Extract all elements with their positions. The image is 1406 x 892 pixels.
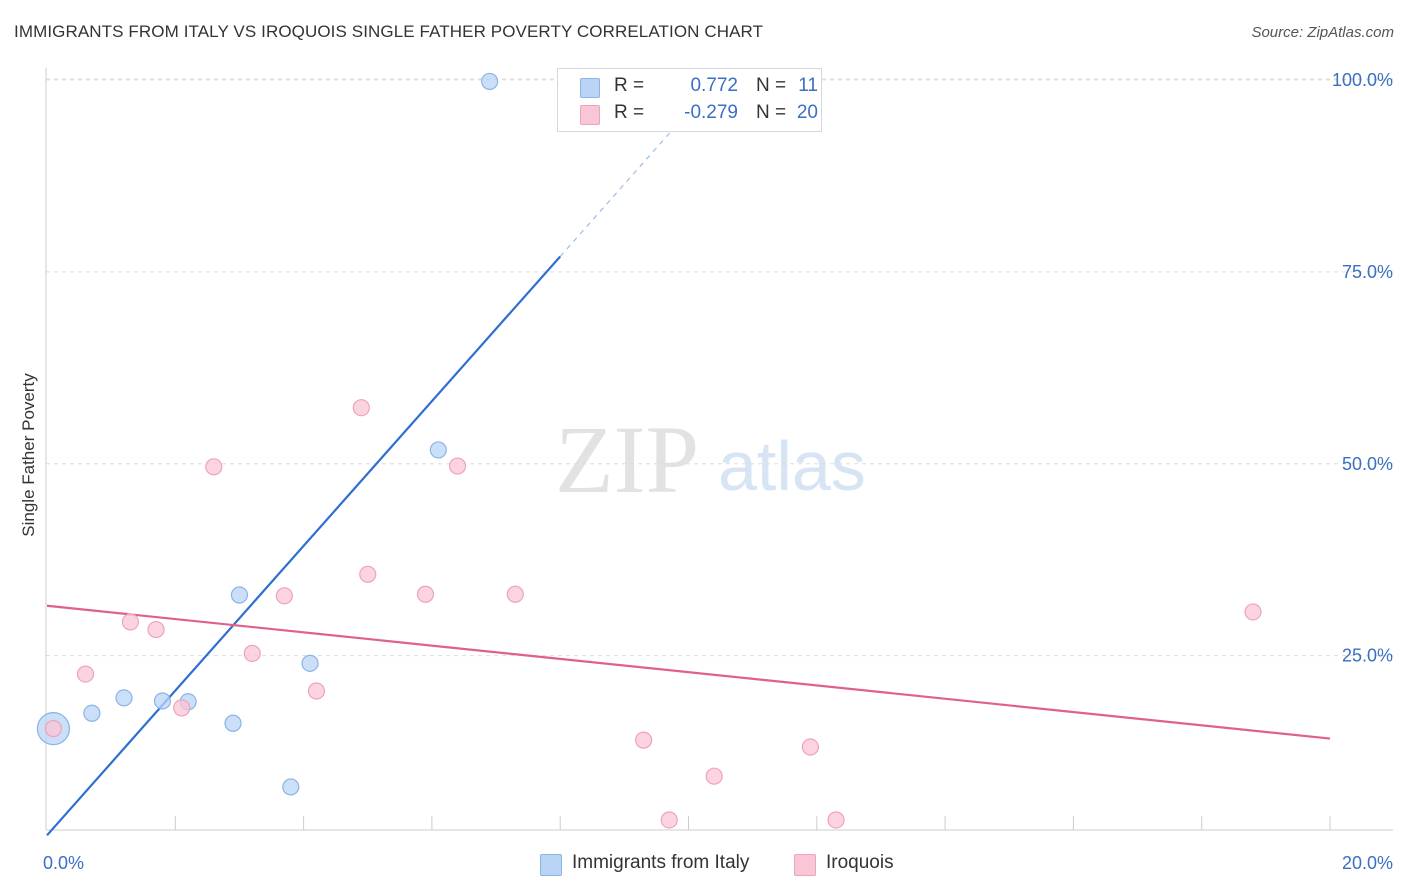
italy-trend-line xyxy=(46,255,562,837)
italy-point xyxy=(481,72,499,91)
iroquois-point xyxy=(359,565,377,583)
iroquois-point xyxy=(827,811,845,829)
iroquois-r-value: -0.279 xyxy=(684,102,738,123)
iroquois-point xyxy=(307,682,326,700)
iroquois-point xyxy=(44,720,63,738)
italy-n-value: 11 xyxy=(798,75,818,96)
iroquois-legend-label: Iroquois xyxy=(826,852,894,873)
italy-point xyxy=(83,704,101,722)
chart-title: IMMIGRANTS FROM ITALY VS IROQUOIS SINGLE… xyxy=(14,22,764,41)
iroquois-n-label: N = xyxy=(756,102,787,123)
iroquois-point xyxy=(660,811,678,829)
iroquois-point xyxy=(121,613,139,631)
italy-point xyxy=(224,714,242,732)
italy-point xyxy=(301,654,319,672)
x-tick-label: 20.0% xyxy=(1342,853,1393,873)
italy-n-label: N = xyxy=(756,75,787,96)
iroquois-point xyxy=(801,738,819,756)
watermark-atlas: atlas xyxy=(718,427,866,505)
italy-point xyxy=(429,441,447,459)
italy-point xyxy=(115,689,133,707)
correlation-legend: R = 0.772 N = 11 R = -0.279 N = 20 xyxy=(557,68,822,132)
x-tick-label: 0.0% xyxy=(43,853,84,873)
iroquois-swatch xyxy=(580,105,600,125)
iroquois-point xyxy=(634,731,653,749)
y-tick-label: 50.0% xyxy=(1342,454,1393,474)
iroquois-point xyxy=(352,399,370,417)
iroquois-point xyxy=(147,620,165,639)
iroquois-trend-line xyxy=(46,604,1331,740)
iroquois-point xyxy=(173,699,191,717)
italy-r-label: R = xyxy=(614,75,645,96)
italy-point xyxy=(282,778,300,796)
iroquois-point xyxy=(448,457,467,475)
y-tick-label: 100.0% xyxy=(1332,70,1393,90)
iroquois-r-label: R = xyxy=(614,102,645,123)
y-tick-label: 75.0% xyxy=(1342,262,1393,282)
italy-swatch xyxy=(580,78,600,98)
iroquois-point xyxy=(76,665,95,683)
watermark-zip: ZIP xyxy=(555,406,699,513)
italy-trend-extension xyxy=(559,89,709,257)
y-tick-label: 25.0% xyxy=(1342,646,1393,666)
iroquois-point xyxy=(506,585,524,603)
italy-r-value: 0.772 xyxy=(690,75,738,96)
iroquois-point xyxy=(275,587,293,605)
iroquois-point xyxy=(243,644,261,662)
iroquois-n-value: 20 xyxy=(796,102,818,123)
source-credit: Source: ZipAtlas.com xyxy=(1251,24,1394,41)
iroquois-point xyxy=(416,585,435,603)
italy-point xyxy=(153,692,172,710)
iroquois-legend-swatch xyxy=(794,854,816,876)
y-axis-label: Single Father Poverty xyxy=(19,373,38,537)
italy-point xyxy=(230,586,249,604)
italy-legend-label: Immigrants from Italy xyxy=(572,852,750,873)
iroquois-point xyxy=(205,458,223,476)
iroquois-point xyxy=(1244,603,1262,621)
iroquois-point xyxy=(705,767,723,785)
italy-legend-swatch xyxy=(540,854,562,876)
